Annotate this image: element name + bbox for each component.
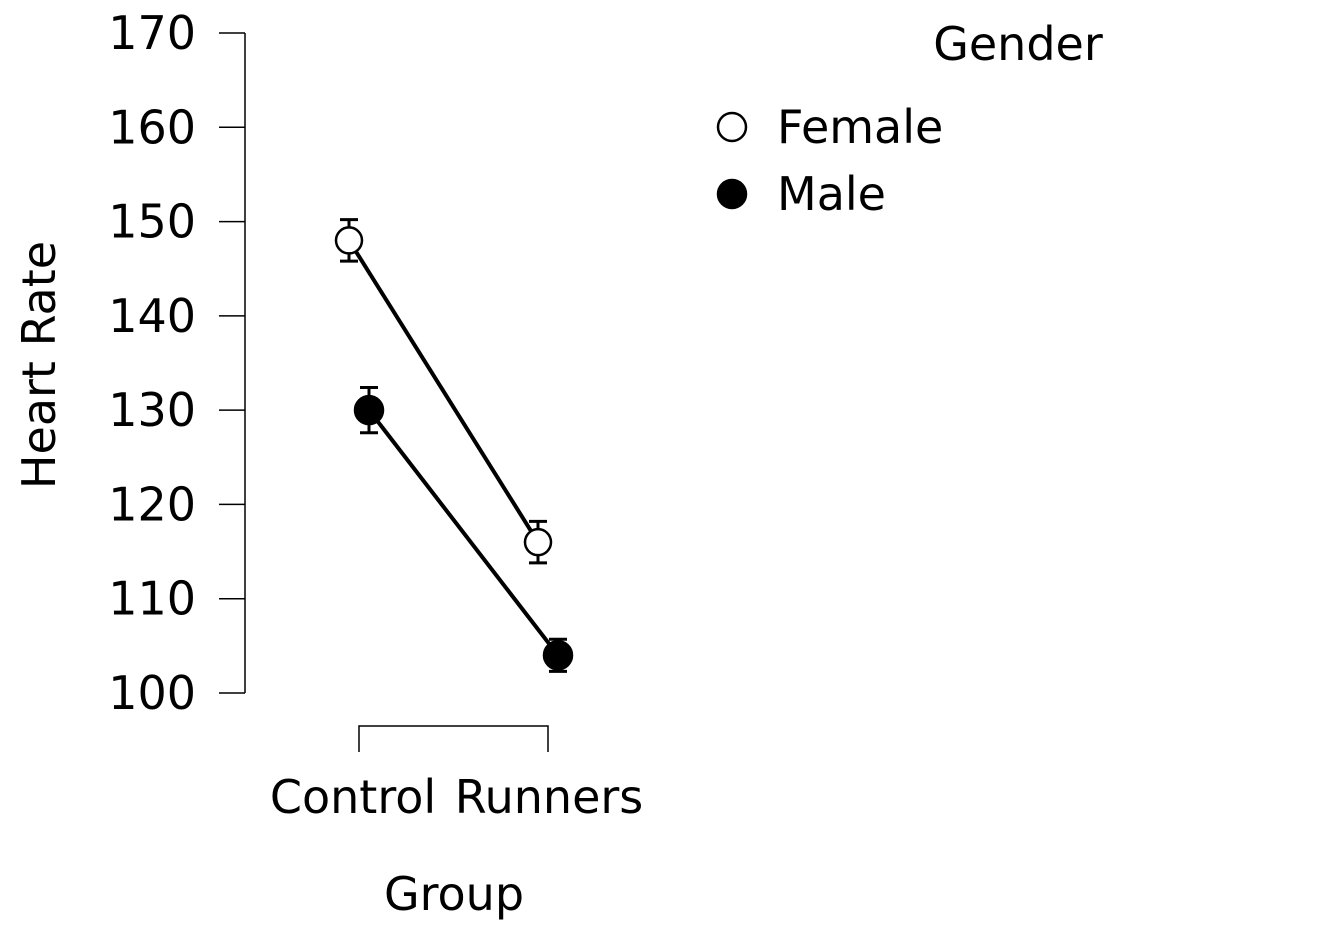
y-tick-label: 130 (108, 383, 196, 437)
series-female (334, 218, 553, 565)
x-tick-label: Runners (455, 770, 644, 824)
data-point (353, 394, 385, 426)
y-axis: 100 110 120 130 140 150 160 170 (108, 6, 246, 720)
legend-marker-female (716, 111, 748, 143)
legend-title: Gender (933, 17, 1103, 71)
x-axis-line (358, 725, 549, 752)
legend-label-female: Female (777, 100, 943, 154)
legend-label-male: Male (777, 167, 886, 221)
series-line (367, 408, 560, 657)
y-tick-label: 110 (108, 572, 196, 626)
legend-marker-male (716, 178, 748, 210)
y-tick-label: 120 (108, 477, 196, 531)
y-tick-label: 100 (108, 666, 196, 720)
x-tick-label: Control (270, 770, 436, 824)
series-line (347, 239, 540, 544)
x-axis-title: Group (384, 867, 524, 921)
y-tick-label: 150 (108, 195, 196, 249)
y-tick-label: 170 (108, 6, 196, 60)
legend: Gender Female Male (716, 17, 1103, 221)
x-axis: Control Runners (270, 725, 644, 824)
y-tick-label: 160 (108, 100, 196, 154)
y-tick-label: 140 (108, 289, 196, 343)
data-point (523, 527, 553, 557)
plot-area (334, 218, 574, 673)
data-point (542, 640, 574, 671)
y-axis-title: Heart Rate (12, 241, 66, 489)
data-point (334, 226, 364, 255)
series-male (353, 386, 574, 673)
